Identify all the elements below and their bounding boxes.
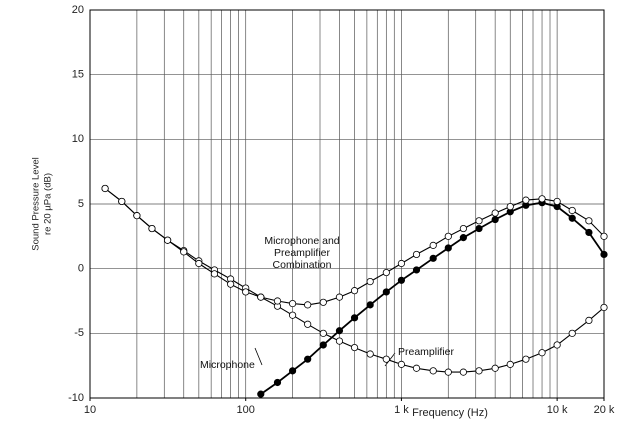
data-point <box>257 293 265 301</box>
data-point <box>180 248 188 256</box>
data-point <box>273 297 282 305</box>
data-point <box>491 215 499 224</box>
data-point <box>600 250 608 259</box>
data-point <box>163 236 172 244</box>
y-tick-label: 5 <box>78 198 84 210</box>
annotation: Microphone and Preamplifier Combination <box>264 235 340 271</box>
y-tick-label: 20 <box>72 4 84 16</box>
data-point <box>600 303 608 312</box>
data-point <box>335 327 344 335</box>
data-point <box>335 293 344 301</box>
data-point <box>429 241 437 249</box>
data-point <box>101 184 109 193</box>
data-point <box>444 368 452 376</box>
data-point <box>148 224 156 233</box>
data-point <box>350 343 359 352</box>
data-point <box>412 266 421 274</box>
data-point <box>459 368 467 376</box>
annotation: Microphone <box>200 359 255 371</box>
data-point <box>242 288 250 296</box>
data-point <box>350 287 359 295</box>
data-point <box>412 364 421 372</box>
y-tick-label: 15 <box>72 69 84 81</box>
data-point <box>304 301 312 309</box>
data-point <box>585 217 593 225</box>
x-tick-label: 10 k <box>547 404 568 416</box>
y-axis-label: re 20 µPa (dB) <box>43 173 54 235</box>
x-tick-label: 20 k <box>594 404 615 416</box>
y-tick-label: 10 <box>72 133 84 145</box>
data-point <box>382 268 390 277</box>
data-point <box>429 367 437 375</box>
data-point <box>366 301 374 309</box>
data-point <box>568 214 576 222</box>
data-point <box>133 212 141 220</box>
data-point <box>553 341 561 349</box>
data-point <box>304 355 312 363</box>
data-point <box>319 329 327 337</box>
data-point <box>412 250 421 259</box>
annotation: Preamplifier <box>398 346 455 358</box>
data-point <box>195 259 203 268</box>
data-point <box>273 378 282 387</box>
series-line <box>260 201 604 395</box>
data-point <box>522 196 530 204</box>
data-point <box>475 217 483 225</box>
data-point <box>257 390 265 398</box>
x-tick-label: 10 <box>84 404 96 416</box>
data-point <box>538 195 546 203</box>
data-point <box>459 234 467 242</box>
data-point <box>553 197 561 206</box>
y-tick-label: 0 <box>78 263 84 275</box>
y-axis-label: Sound Pressure Level <box>31 157 42 250</box>
data-point <box>444 232 452 240</box>
data-point <box>366 277 374 286</box>
data-point <box>319 298 327 306</box>
data-point <box>350 314 359 322</box>
x-tick-label: 1 k <box>394 404 409 416</box>
data-point <box>210 270 219 278</box>
data-point <box>600 232 608 240</box>
data-point <box>288 311 297 319</box>
data-point <box>397 259 406 268</box>
data-point <box>585 316 593 324</box>
data-point <box>335 337 344 345</box>
data-point <box>475 224 483 233</box>
data-point <box>319 341 327 349</box>
data-point <box>506 202 514 211</box>
data-point <box>429 254 437 262</box>
data-point <box>475 367 483 375</box>
data-point <box>522 355 530 363</box>
data-point <box>227 280 235 288</box>
data-point <box>568 329 576 337</box>
data-point <box>366 350 374 358</box>
x-axis-label: Frequency (Hz) <box>412 407 488 419</box>
x-tick-label: 100 <box>237 404 255 416</box>
data-point <box>288 367 297 375</box>
data-point <box>118 197 126 206</box>
leader-line <box>254 347 263 366</box>
data-point <box>304 320 312 328</box>
data-point <box>585 228 593 237</box>
data-point <box>382 288 390 296</box>
data-point <box>397 360 406 368</box>
data-point <box>568 206 576 215</box>
y-tick-label: -10 <box>68 392 84 404</box>
data-point <box>288 299 297 308</box>
data-point <box>491 209 499 217</box>
data-point <box>538 349 546 357</box>
y-tick-label: -5 <box>74 327 84 339</box>
data-point <box>382 355 390 363</box>
data-point <box>397 276 406 284</box>
data-point <box>444 244 452 252</box>
data-point <box>491 364 499 372</box>
data-point <box>506 360 514 368</box>
data-point <box>459 224 467 233</box>
plot-frame <box>89 9 605 399</box>
